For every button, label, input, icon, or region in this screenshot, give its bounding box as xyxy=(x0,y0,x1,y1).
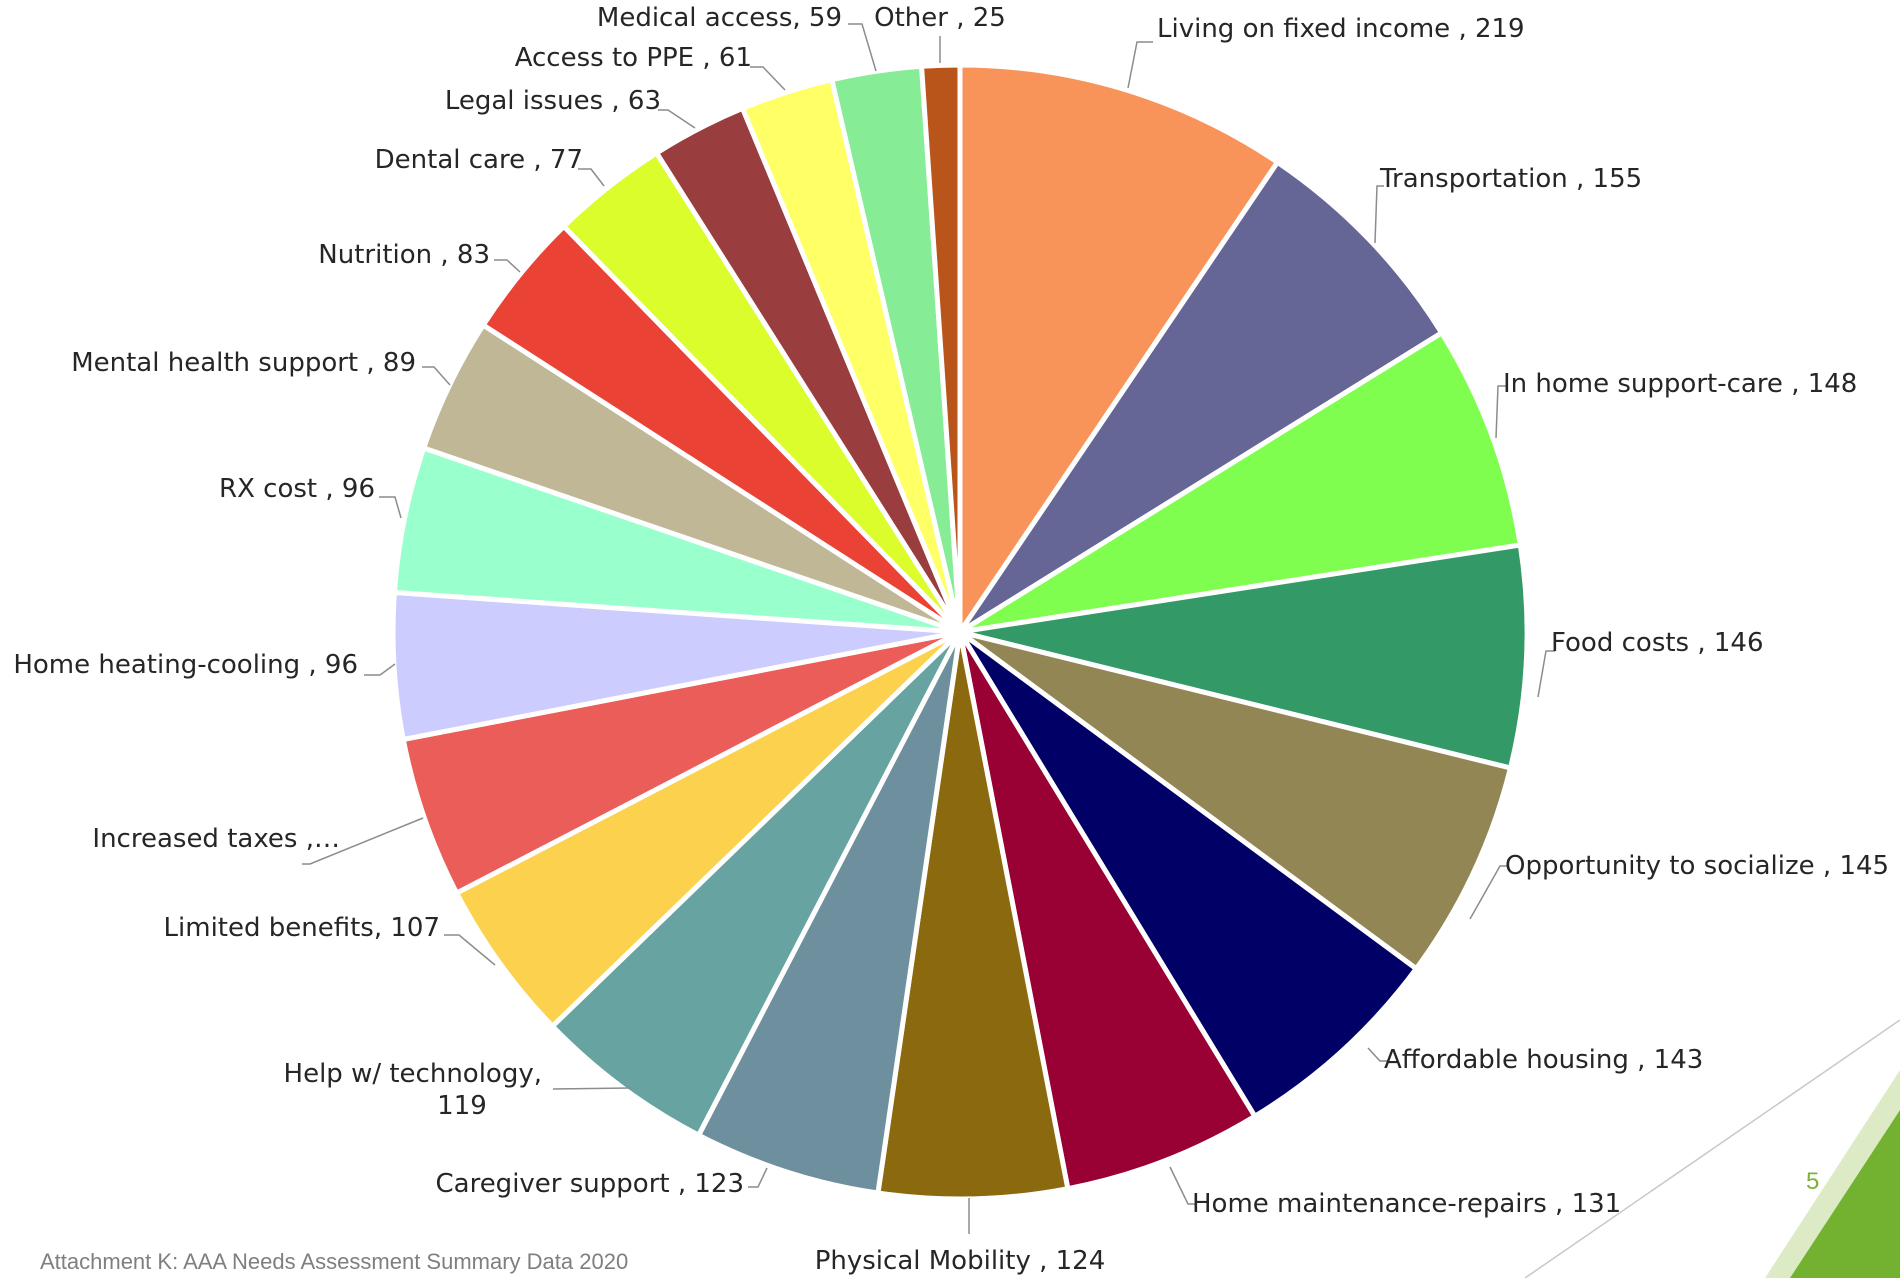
data-label-nutrition: Nutrition , 83 xyxy=(318,240,490,270)
pie-center xyxy=(956,628,964,636)
leader-line-home-maintenance-repairs xyxy=(1169,1166,1196,1205)
leader-line-nutrition xyxy=(494,259,521,273)
pie-slice-help-w-technology xyxy=(548,630,963,1139)
data-label-rx-cost: RX cost , 96 xyxy=(219,474,375,504)
pie-slice-in-home-support-care xyxy=(958,329,1524,635)
leader-line-limited-benefits xyxy=(444,934,496,966)
data-label-access-to-ppe: Access to PPE , 61 xyxy=(515,43,752,73)
leader-line-living-on-fixed-income xyxy=(1127,41,1153,89)
data-label-increased-taxes: Increased taxes ,… xyxy=(92,824,340,854)
leader-line-dental-care xyxy=(578,168,605,187)
leader-line-transportation xyxy=(1374,185,1384,244)
decor-dark-triangle xyxy=(1790,1110,1900,1278)
pie-slice-physical-mobility xyxy=(875,631,1071,1202)
data-label-living-on-fixed-income: Living on fixed income , 219 xyxy=(1157,14,1525,44)
leader-line-caregiver-support xyxy=(748,1167,768,1188)
pie-slice-home-maintenance-repairs xyxy=(957,630,1259,1192)
data-label-dental-care: Dental care , 77 xyxy=(375,145,583,175)
data-label-physical-mobility: Physical Mobility , 124 xyxy=(815,1246,1106,1276)
pie-slice-food-costs xyxy=(959,542,1530,772)
leader-line-access-to-ppe xyxy=(750,66,786,91)
leader-line-mental-health-support xyxy=(422,366,451,386)
pie-slice-living-on-fixed-income xyxy=(957,62,1281,641)
data-label-help-w-technology: Help w/ technology, 119 xyxy=(284,1059,542,1121)
data-label-other: Other , 25 xyxy=(874,3,1006,33)
pie-slice-caregiver-support xyxy=(695,630,963,1196)
data-label-home-heating-cooling: Home heating-cooling , 96 xyxy=(13,650,358,680)
leader-line-affordable-housing xyxy=(1367,1047,1388,1062)
data-label-home-maintenance-repairs: Home maintenance-repairs , 131 xyxy=(1192,1189,1621,1219)
leader-line-help-w-technology xyxy=(552,1087,632,1090)
data-label-transportation: Transportation , 155 xyxy=(1379,164,1642,194)
data-label-medical-access: Medical access, 59 xyxy=(597,3,842,33)
leader-line-home-heating-cooling xyxy=(364,663,396,676)
data-label-food-costs: Food costs , 146 xyxy=(1551,628,1764,658)
leader-line-opportunity-to-socialize xyxy=(1469,865,1509,920)
leader-line-in-home-support-care xyxy=(1495,385,1507,439)
data-label-in-home-support-care: In home support-care , 148 xyxy=(1503,369,1857,399)
leader-line-medical-access xyxy=(848,23,877,72)
data-label-limited-benefits: Limited benefits, 107 xyxy=(164,913,440,943)
slide-decoration xyxy=(1524,1019,1900,1278)
pie-slice-other xyxy=(918,62,963,633)
data-label-opportunity-to-socialize: Opportunity to socialize , 145 xyxy=(1505,851,1889,881)
slide-number: 5 xyxy=(1806,1168,1820,1195)
pie-slice-affordable-housing xyxy=(957,629,1420,1120)
leader-line-rx-cost xyxy=(379,496,402,519)
pie-slice-limited-benefits xyxy=(453,629,962,1030)
data-label-caregiver-support: Caregiver support , 123 xyxy=(435,1169,744,1199)
pie-slice-opportunity-to-socialize xyxy=(958,629,1514,973)
data-label-affordable-housing: Affordable housing , 143 xyxy=(1384,1045,1703,1075)
data-label-mental-health-support: Mental health support , 89 xyxy=(71,348,416,378)
leader-line-food-costs xyxy=(1537,650,1555,698)
leader-line-legal-issues xyxy=(658,109,696,129)
data-label-legal-issues: Legal issues , 63 xyxy=(445,86,661,116)
decor-line xyxy=(1524,1019,1900,1278)
leader-line-increased-taxes xyxy=(302,817,424,865)
footer-text: Attachment K: AAA Needs Assessment Summa… xyxy=(40,1249,629,1274)
pie-slice-increased-taxes xyxy=(400,629,962,897)
pie-slice-transportation xyxy=(957,158,1446,635)
